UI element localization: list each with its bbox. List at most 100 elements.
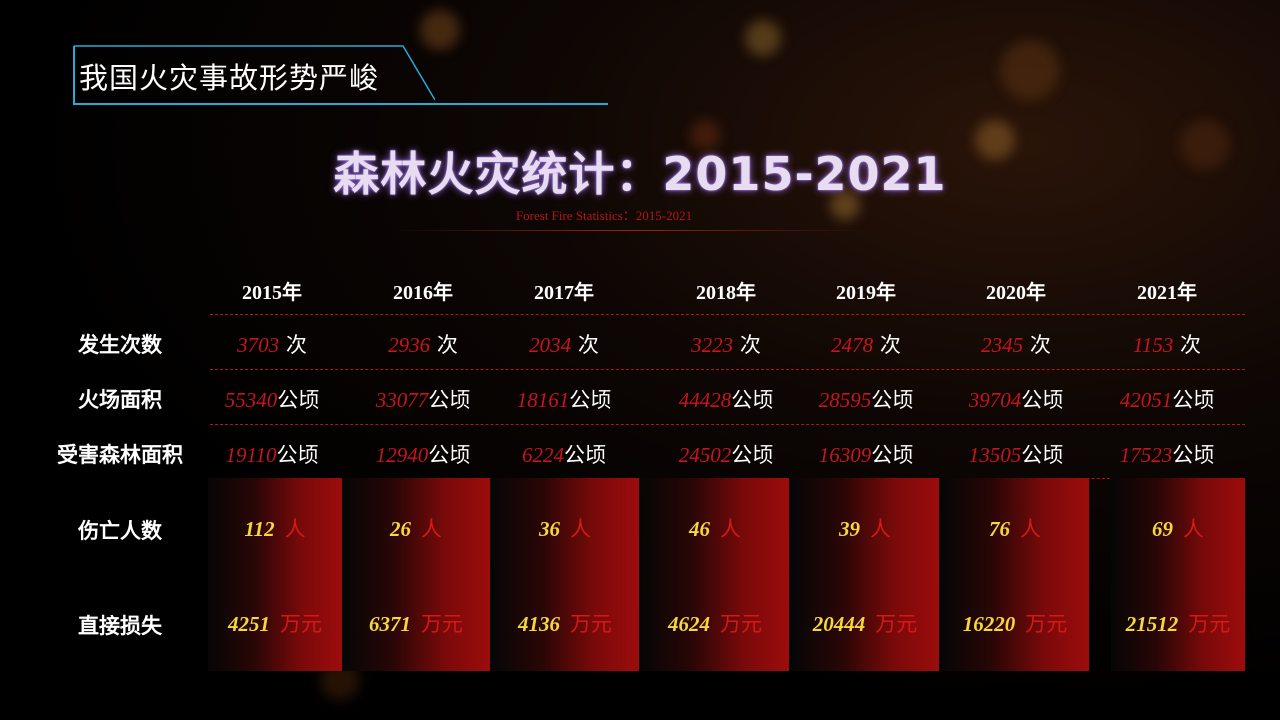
table-cell: 4624 万元 (648, 608, 782, 638)
year-header: 2021年 (1137, 282, 1197, 304)
cell-value: 13505 (968, 443, 1022, 467)
cell-value: 55340 (224, 388, 278, 412)
cell-unit: 公顷 (1172, 388, 1215, 412)
year-header: 2020年 (986, 282, 1046, 304)
page-subtitle: Forest Fire Statistics：2015-2021 (515, 208, 693, 223)
cell-value: 36 (539, 517, 560, 541)
table-cell: 39 人 (798, 513, 932, 543)
table-cell: 44428公顷 (651, 384, 801, 414)
year-column-block (941, 478, 1089, 671)
cell-unit: 次 (279, 333, 307, 357)
year-column-block (342, 478, 490, 671)
cell-value: 12940 (375, 443, 429, 467)
year-header: 2016年 (393, 282, 453, 304)
table-cell: 4251 万元 (208, 608, 342, 638)
table-cell: 2034 次 (489, 329, 639, 359)
row-label-fire-area: 火场面积 (78, 388, 162, 412)
year-column-block (641, 478, 789, 671)
cell-unit: 人 (720, 517, 741, 541)
cell-unit: 公顷 (277, 388, 320, 412)
cell-unit: 公顷 (564, 443, 606, 467)
cell-value: 46 (689, 517, 710, 541)
cell-unit: 次 (430, 333, 458, 357)
cell-value: 16220 (962, 612, 1016, 636)
table-cell: 33077公顷 (348, 384, 498, 414)
cell-value: 18161 (516, 388, 570, 412)
cell-unit: 人 (1183, 517, 1204, 541)
cell-value: 2936 (388, 333, 431, 357)
table-cell: 55340公顷 (197, 384, 347, 414)
cell-value: 33077 (375, 388, 429, 412)
cell-unit: 公顷 (428, 443, 471, 467)
cell-unit: 万元 (570, 612, 612, 636)
year-header: 2018年 (696, 282, 756, 304)
table-cell: 3223 次 (651, 329, 801, 359)
table-cell: 2345 次 (941, 329, 1091, 359)
cell-unit: 次 (1023, 333, 1051, 357)
cell-value: 2478 (831, 333, 874, 357)
cell-unit: 次 (571, 333, 599, 357)
row-label-forest-damage-area: 受害森林面积 (57, 443, 183, 467)
cell-unit: 万元 (280, 612, 322, 636)
title-divider (390, 230, 870, 231)
cell-unit: 公顷 (731, 388, 774, 412)
cell-unit: 公顷 (428, 388, 471, 412)
table-cell: 2936 次 (348, 329, 498, 359)
table-cell: 6224公顷 (489, 439, 639, 469)
table-cell: 16220 万元 (948, 608, 1082, 638)
row-label-casualties: 伤亡人数 (78, 519, 162, 543)
section-tag-label: 我国火灾事故形势严峻 (79, 61, 380, 95)
cell-value: 6371 (369, 612, 411, 636)
cell-value: 2034 (529, 333, 572, 357)
page-title: 森林火灾统计：2015-2021 (333, 147, 947, 201)
cell-value: 21512 (1125, 612, 1179, 636)
cell-value: 19110 (225, 443, 277, 467)
table-cell: 16309公顷 (791, 439, 941, 469)
cell-unit: 公顷 (1172, 443, 1215, 467)
row-label-occurrences: 发生次数 (78, 333, 162, 357)
row-divider (210, 369, 1245, 370)
cell-value: 42051 (1119, 388, 1173, 412)
row-divider (210, 314, 1245, 315)
cell-unit: 次 (873, 333, 901, 357)
cell-value: 4251 (228, 612, 270, 636)
cell-value: 28595 (818, 388, 872, 412)
section-tag: 我国火灾事故形势严峻 (73, 45, 435, 106)
cell-unit: 公顷 (731, 443, 774, 467)
cell-unit: 公顷 (871, 443, 914, 467)
cell-unit: 次 (1173, 333, 1202, 357)
row-divider (210, 424, 1245, 425)
cell-unit: 公顷 (569, 388, 612, 412)
cell-unit: 公顷 (276, 443, 319, 467)
cell-value: 39704 (968, 388, 1022, 412)
cell-unit: 人 (870, 517, 891, 541)
cell-value: 26 (390, 517, 411, 541)
cell-value: 1153 (1132, 333, 1174, 357)
cell-value: 39 (839, 517, 860, 541)
table-cell: 112 人 (208, 513, 342, 543)
table-cell: 2478 次 (791, 329, 941, 359)
year-header: 2019年 (836, 282, 896, 304)
section-tag-frame (73, 45, 435, 105)
cell-unit: 公顷 (871, 388, 914, 412)
cell-unit: 人 (1020, 517, 1041, 541)
cell-unit: 次 (733, 333, 761, 357)
year-header: 2015年 (242, 282, 302, 304)
year-column-block (208, 478, 342, 671)
year-column-block (1111, 478, 1245, 671)
table-cell: 28595公顷 (791, 384, 941, 414)
table-cell: 12940公顷 (348, 439, 498, 469)
table-cell: 46 人 (648, 513, 782, 543)
cell-value: 76 (989, 517, 1010, 541)
year-column-block (791, 478, 939, 671)
table-cell: 17523公顷 (1092, 439, 1242, 469)
table-cell: 76 人 (948, 513, 1082, 543)
cell-value: 2345 (981, 333, 1024, 357)
cell-unit: 万元 (1025, 612, 1068, 636)
cell-value: 6224 (522, 443, 564, 467)
year-column-block (491, 478, 639, 671)
cell-unit: 万元 (875, 612, 918, 636)
table-cell: 26 人 (349, 513, 483, 543)
table-cell: 18161公顷 (489, 384, 639, 414)
cell-unit: 公顷 (1021, 443, 1064, 467)
